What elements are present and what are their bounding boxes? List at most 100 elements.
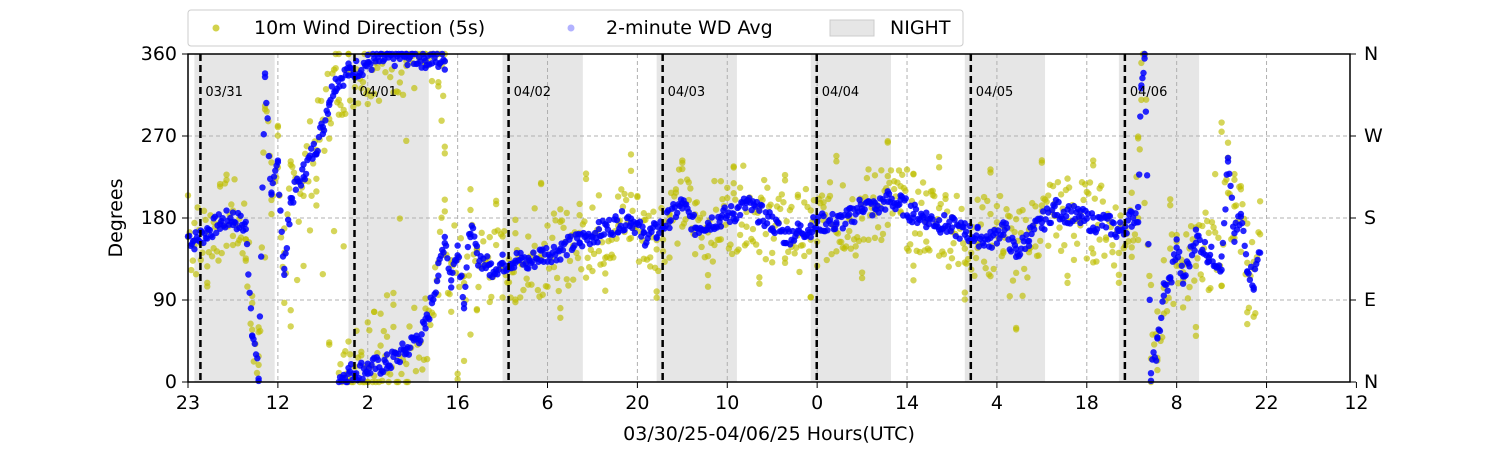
- wind-direction-point: [820, 204, 827, 211]
- wind-direction-point: [364, 319, 371, 326]
- wind-direction-point: [1154, 308, 1161, 315]
- wind-direction-point: [608, 236, 615, 243]
- wd-avg-point: [1003, 224, 1011, 231]
- wd-avg-point: [256, 313, 264, 320]
- wind-direction-point: [1211, 229, 1219, 236]
- wind-direction-point: [1130, 237, 1137, 244]
- wind-direction-point: [216, 180, 224, 188]
- wd-avg-point: [557, 256, 564, 263]
- wind-direction-point: [390, 289, 397, 297]
- wd-avg-point: [269, 179, 276, 187]
- wd-avg-point: [571, 242, 578, 249]
- wd-avg-point: [548, 258, 555, 266]
- wind-direction-point: [1167, 196, 1174, 203]
- wind-direction-point: [396, 215, 404, 222]
- wind-direction-point: [1167, 245, 1174, 252]
- wind-direction-point: [565, 282, 572, 289]
- wd-avg-point: [206, 226, 214, 234]
- wind-direction-point: [948, 255, 956, 262]
- wind-direction-point: [1256, 231, 1264, 238]
- wind-direction-point: [364, 100, 371, 108]
- wind-direction-point: [743, 223, 750, 230]
- wd-avg-point: [297, 182, 305, 189]
- wind-direction-point: [191, 219, 198, 227]
- wd-avg-point: [1140, 69, 1147, 77]
- wind-direction-point: [550, 263, 558, 271]
- wd-avg-point: [426, 316, 433, 323]
- wind-direction-point: [794, 191, 802, 198]
- wind-direction-point: [335, 96, 343, 104]
- wind-direction-point: [778, 191, 786, 198]
- wind-direction-point: [1101, 252, 1108, 259]
- wind-direction-point: [653, 246, 660, 253]
- wind-direction-point: [833, 152, 840, 160]
- wind-direction-point: [293, 276, 301, 284]
- legend-marker-night: [829, 19, 875, 37]
- wind-direction-point: [255, 328, 262, 336]
- wind-direction-point: [785, 248, 792, 256]
- wd-avg-point: [1124, 217, 1132, 224]
- wind-direction-point: [566, 257, 574, 265]
- wind-direction-point: [990, 265, 997, 273]
- wind-direction-point: [1184, 295, 1192, 302]
- wind-direction-point: [528, 281, 535, 288]
- wind-direction-point: [1070, 232, 1078, 240]
- wind-direction-point: [358, 348, 365, 356]
- wind-direction-point: [1035, 252, 1042, 259]
- y2-tick-label: E: [1364, 289, 1376, 311]
- wd-avg-point: [885, 190, 893, 197]
- wd-avg-point: [639, 223, 646, 230]
- wind-direction-point: [512, 230, 519, 237]
- wind-direction-point: [1099, 198, 1107, 205]
- wind-direction-point: [555, 287, 562, 295]
- wd-avg-point: [756, 207, 763, 214]
- wind-direction-point: [1244, 320, 1251, 328]
- wd-avg-point: [1237, 213, 1245, 220]
- wind-direction-point: [1244, 309, 1251, 316]
- wd-avg-point: [807, 233, 814, 241]
- wd-avg-point: [209, 233, 216, 241]
- wind-direction-point: [756, 280, 763, 287]
- wind-direction-point: [653, 294, 660, 301]
- wind-direction-point: [865, 236, 872, 244]
- wind-direction-point: [879, 230, 887, 238]
- wind-direction-point: [1131, 231, 1139, 238]
- wind-direction-point: [1202, 209, 1209, 216]
- wind-direction-point: [300, 192, 307, 200]
- wind-direction-point: [581, 218, 588, 225]
- wind-direction-point: [374, 64, 381, 72]
- wd-avg-point: [463, 264, 470, 271]
- wd-avg-point: [460, 300, 468, 308]
- x-tick-label: 6: [541, 392, 553, 414]
- wind-direction-point: [1086, 179, 1094, 186]
- wind-direction-point: [1215, 234, 1222, 241]
- wind-direction-point: [1207, 284, 1214, 292]
- legend-label-night: NIGHT: [890, 17, 951, 39]
- wind-direction-point: [627, 191, 635, 199]
- wd-avg-point: [263, 99, 270, 107]
- wd-avg-point: [600, 231, 608, 238]
- wd-avg-point: [422, 325, 429, 332]
- wind-direction-point: [732, 196, 739, 203]
- wd-avg-point: [1240, 227, 1247, 235]
- wd-avg-point: [1224, 154, 1232, 162]
- wind-direction-point: [574, 254, 582, 262]
- wind-direction-point: [1090, 157, 1097, 164]
- wd-avg-point: [1110, 219, 1117, 227]
- wd-avg-point: [559, 246, 567, 254]
- wind-direction-point: [560, 224, 567, 231]
- wind-direction-point: [911, 230, 919, 237]
- wd-avg-point: [219, 214, 226, 222]
- wind-direction-point: [517, 294, 524, 301]
- wd-avg-point: [948, 224, 956, 231]
- wind-direction-point: [557, 206, 564, 213]
- wind-direction-point: [935, 164, 943, 171]
- wind-direction-point: [767, 201, 774, 208]
- wind-direction-point: [486, 298, 493, 306]
- wind-direction-point: [436, 228, 444, 236]
- wd-avg-point: [300, 161, 307, 168]
- day-marker-label: 04/04: [822, 85, 859, 100]
- wind-direction-point: [1239, 201, 1246, 208]
- wind-direction-point: [1199, 222, 1206, 230]
- wind-direction-point: [557, 304, 564, 312]
